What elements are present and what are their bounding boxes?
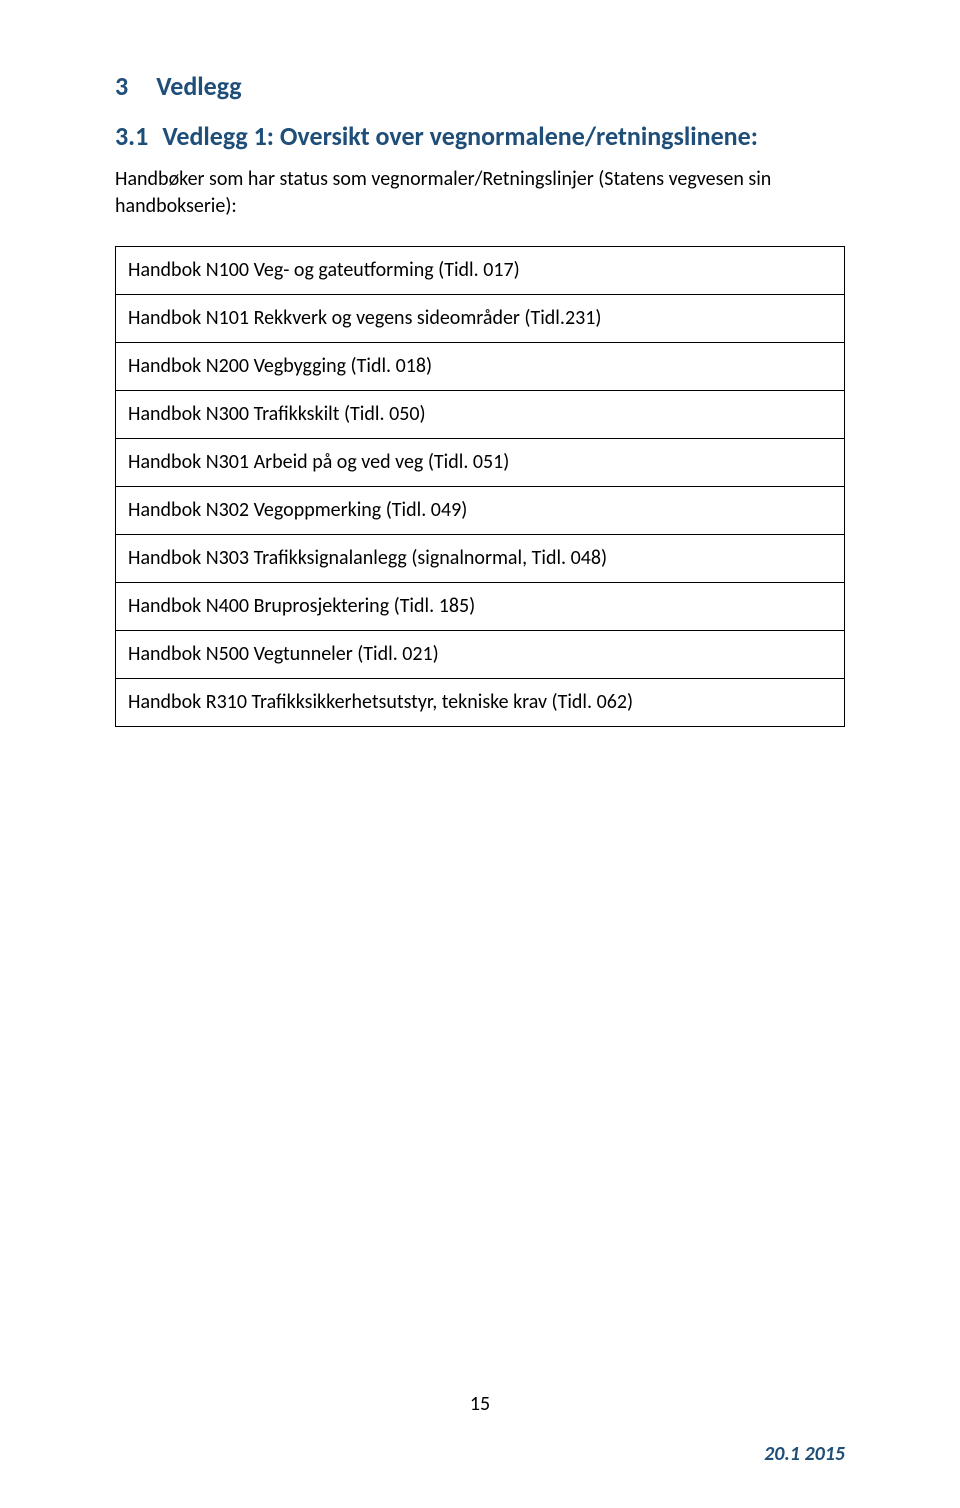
intro-paragraph: Handbøker som har status som vegnormaler… <box>115 166 845 220</box>
table-cell: Handbok N301 Arbeid på og ved veg (Tidl.… <box>116 439 845 487</box>
footer-right: 20.1 2015 <box>764 1442 845 1466</box>
heading-2-number: 3.1 <box>115 120 148 152</box>
table-cell: Handbok N300 Trafikkskilt (Tidl. 050) <box>116 391 845 439</box>
heading-1: 3 Vedlegg <box>115 70 845 102</box>
table-row: Handbok N303 Trafikksignalanlegg (signal… <box>116 535 845 583</box>
table-cell: Handbok N100 Veg- og gateutforming (Tidl… <box>116 247 845 295</box>
table-row: Handbok N300 Trafikkskilt (Tidl. 050) <box>116 391 845 439</box>
table-row: Handbok N302 Vegoppmerking (Tidl. 049) <box>116 487 845 535</box>
table-row: Handbok N400 Bruprosjektering (Tidl. 185… <box>116 583 845 631</box>
table-cell: Handbok N101 Rekkverk og vegens sideområ… <box>116 295 845 343</box>
table-cell: Handbok N200 Vegbygging (Tidl. 018) <box>116 343 845 391</box>
heading-2: 3.1 Vedlegg 1: Oversikt over vegnormalene… <box>115 120 845 152</box>
page: 3 Vedlegg 3.1 Vedlegg 1: Oversikt over veg… <box>0 0 960 1508</box>
table-cell: Handbok N302 Vegoppmerking (Tidl. 049) <box>116 487 845 535</box>
table-row: Handbok N500 Vegtunneler (Tidl. 021) <box>116 631 845 679</box>
table-cell: Handbok N303 Trafikksignalanlegg (signal… <box>116 535 845 583</box>
heading-1-text: Vedlegg <box>156 70 241 102</box>
handbook-table: Handbok N100 Veg- og gateutforming (Tidl… <box>115 246 845 727</box>
page-number: 15 <box>0 1392 960 1416</box>
heading-2-text: Vedlegg 1: Oversikt over vegnormalene/re… <box>162 120 758 152</box>
table-cell: Handbok R310 Trafikksikkerhetsutstyr, te… <box>116 679 845 727</box>
table-row: Handbok N101 Rekkverk og vegens sideområ… <box>116 295 845 343</box>
table-cell: Handbok N400 Bruprosjektering (Tidl. 185… <box>116 583 845 631</box>
table-row: Handbok R310 Trafikksikkerhetsutstyr, te… <box>116 679 845 727</box>
table-row: Handbok N100 Veg- og gateutforming (Tidl… <box>116 247 845 295</box>
table-row: Handbok N301 Arbeid på og ved veg (Tidl.… <box>116 439 845 487</box>
heading-1-number: 3 <box>115 70 128 102</box>
table-cell: Handbok N500 Vegtunneler (Tidl. 021) <box>116 631 845 679</box>
table-row: Handbok N200 Vegbygging (Tidl. 018) <box>116 343 845 391</box>
